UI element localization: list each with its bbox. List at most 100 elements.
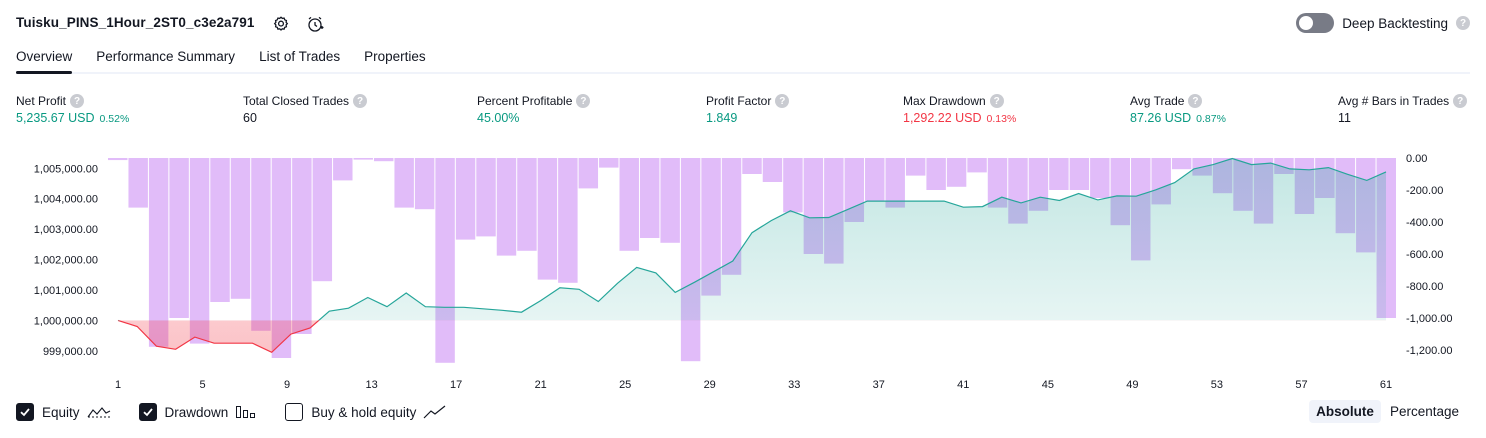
x-tick-label: 13 [365, 379, 377, 391]
metric-max-drawdown: Max Drawdown? 1,292.22 USD 0.13% [903, 94, 1016, 125]
drawdown-bar [742, 158, 762, 174]
drawdown-bar [905, 158, 926, 176]
absolute-button[interactable]: Absolute [1309, 400, 1381, 423]
drawdown-bar [496, 158, 517, 256]
metric-label: Net Profit [16, 94, 67, 108]
info-icon[interactable]: ? [1188, 94, 1203, 108]
tab-performance-summary[interactable]: Performance Summary [96, 49, 236, 64]
drawdown-bar [619, 158, 639, 251]
drawdown-bar [476, 158, 496, 237]
checkbox-box[interactable] [138, 403, 157, 421]
drawdown-bar [414, 158, 435, 210]
buy-hold-equity-checkbox[interactable]: Buy & hold equity [285, 403, 447, 421]
metric-percent: 0.52% [99, 113, 130, 125]
drawdown-bar [865, 158, 885, 202]
gear-icon[interactable] [271, 14, 291, 34]
drawdown-bar [558, 158, 578, 283]
metric-value: 60 [243, 111, 257, 125]
drawdown-bar [210, 158, 230, 302]
help-icon[interactable]: ? [1456, 16, 1470, 30]
metric-percent: 0.13% [986, 113, 1017, 125]
drawdown-bar [353, 158, 373, 160]
metric-value: 87.26 USD [1130, 111, 1192, 125]
left-tick-label: 1,003,000.00 [34, 224, 98, 236]
toggle-knob [1299, 16, 1314, 30]
deep-backtesting-toggle[interactable] [1296, 13, 1335, 33]
metric-percent-profitable: Percent Profitable? 45.00% [477, 94, 591, 125]
x-tick-label: 45 [1042, 379, 1054, 391]
metric-label: Percent Profitable [477, 94, 573, 108]
metric-avg-bars-in-trades: Avg # Bars in Trades? 11 [1338, 94, 1468, 125]
drawdown-bar [1049, 158, 1069, 190]
checkbox-box[interactable] [285, 403, 304, 421]
chart-legend: Equity Drawdown Buy & hold equity [16, 403, 475, 421]
drawdown-checkbox[interactable]: Drawdown [138, 403, 258, 421]
drawdown-bar [987, 158, 1008, 208]
equity-checkbox[interactable]: Equity [16, 403, 111, 421]
metrics-row: Net Profit? 5,235.67 USD 0.52% Total Clos… [0, 94, 1486, 134]
info-icon[interactable]: ? [775, 94, 790, 108]
add-alert-clock-icon[interactable] [305, 14, 325, 34]
drawdown-bar [148, 158, 169, 347]
deep-backtesting-label: Deep Backtesting [1342, 15, 1448, 31]
tab-list-of-trades[interactable]: List of Trades [259, 49, 341, 64]
drawdown-bar [946, 158, 967, 187]
right-tick-label: -200.00 [1406, 185, 1443, 197]
equity-drawdown-chart[interactable]: 1,005,000.00 1,004,000.00 1,003,000.00 1,00… [0, 140, 1486, 395]
metric-value: 1.849 [706, 111, 738, 125]
metric-label: Total Closed Trades [243, 94, 350, 108]
drawdown-bar [169, 158, 189, 318]
drawdown-bar [333, 158, 353, 181]
left-axis: 1,005,000.00 1,004,000.00 1,003,000.00 1,00… [34, 163, 98, 357]
x-tick-label: 17 [450, 379, 462, 391]
equity-area-down [118, 320, 1386, 353]
drawdown-bar [373, 158, 394, 162]
left-tick-label: 1,004,000.00 [34, 194, 98, 206]
drawdown-bar [721, 158, 742, 275]
x-tick-label: 25 [619, 379, 631, 391]
drawdown-bar [1171, 158, 1192, 170]
drawdown-bar [1090, 158, 1110, 198]
equity-label: Equity [42, 404, 80, 420]
equity-area [117, 157, 1387, 354]
info-icon[interactable]: ? [70, 94, 85, 108]
left-tick-label: 1,005,000.00 [34, 163, 98, 175]
metric-percent: 0.87% [1196, 113, 1226, 125]
metric-value: 45.00% [477, 111, 520, 125]
drawdown-bar [394, 158, 414, 208]
percentage-button[interactable]: Percentage [1389, 404, 1459, 419]
drawdown-bars [108, 158, 1396, 363]
drawdown-bar [108, 158, 128, 161]
metric-label: Avg Trade [1130, 94, 1185, 108]
drawdown-bar [128, 158, 148, 208]
info-icon[interactable]: ? [989, 94, 1004, 108]
drawdown-bars-icon [235, 404, 257, 420]
drawdown-bar [660, 158, 680, 243]
drawdown-bar [926, 158, 946, 190]
x-tick-label: 21 [535, 379, 547, 391]
drawdown-bar [639, 158, 660, 238]
deep-backtesting-control: Deep Backtesting ? [1296, 13, 1470, 33]
checkbox-box[interactable] [16, 403, 34, 421]
x-tick-label: 61 [1380, 379, 1392, 391]
x-tick-label: 33 [788, 379, 800, 391]
info-icon[interactable]: ? [353, 94, 368, 108]
tab-overview[interactable]: Overview [16, 48, 73, 74]
drawdown-bar [537, 158, 558, 280]
right-tick-label: -1,000.00 [1406, 313, 1452, 325]
right-tick-label: -1,200.00 [1406, 345, 1452, 357]
drawdown-bar [578, 158, 599, 189]
left-tick-label: 1,002,000.00 [34, 255, 98, 267]
left-tick-label: 1,000,000.00 [34, 315, 98, 327]
metric-label: Profit Factor [706, 94, 772, 108]
drawdown-bar [251, 158, 271, 331]
info-icon[interactable]: ? [1453, 94, 1468, 108]
x-tick-label: 5 [199, 379, 205, 391]
right-tick-label: -400.00 [1406, 217, 1443, 229]
drawdown-bar [312, 158, 333, 282]
info-icon[interactable]: ? [576, 94, 591, 108]
right-tick-label: -600.00 [1406, 249, 1443, 261]
drawdown-bar [292, 158, 312, 334]
metric-net-profit: Net Profit? 5,235.67 USD 0.52% [16, 94, 129, 125]
tab-properties[interactable]: Properties [364, 49, 426, 64]
